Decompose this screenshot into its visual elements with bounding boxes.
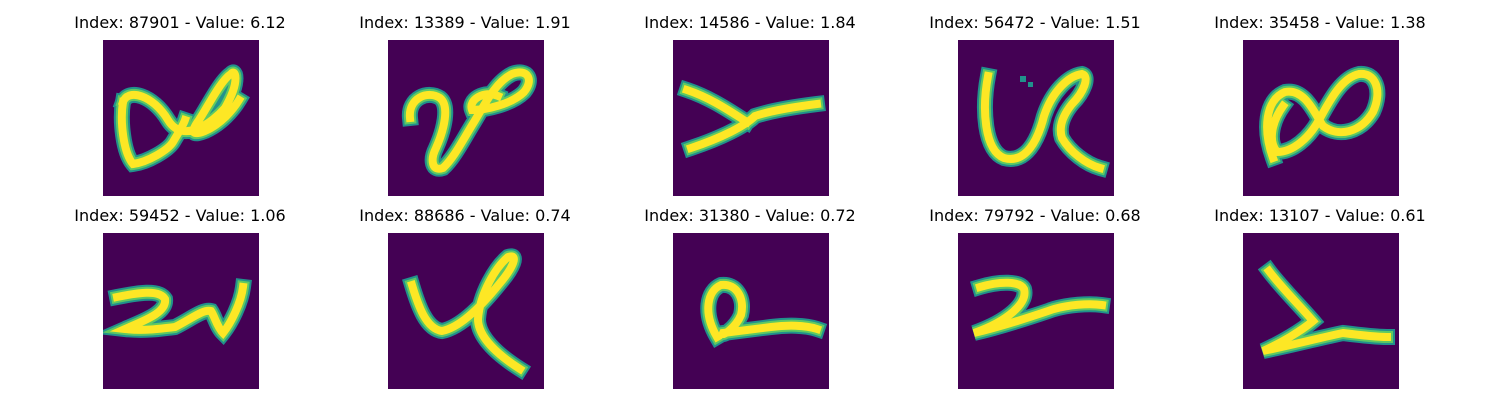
panel-title: Index: 56472 - Value: 1.51 [929,13,1141,32]
glyph-image [388,40,544,196]
glyph-stroke [685,99,822,154]
glyph-stroke [117,68,245,138]
panel-title: Index: 88686 - Value: 0.74 [359,206,571,225]
glyph-image [103,233,259,389]
glyph-image [673,233,829,389]
glyph-stroke [972,278,1107,337]
image-panel-4: Index: 56472 - Value: 1.51 [925,10,1145,196]
panel-title: Index: 79792 - Value: 0.68 [929,206,1141,225]
glyph-image [958,233,1114,389]
glyph-stroke [981,69,1105,173]
glyph-image [103,40,259,196]
image-panel-6: Index: 59452 - Value: 1.06 [70,203,290,389]
glyph-image [388,233,544,389]
glyph-stroke [704,280,823,343]
glyph-stroke [405,68,533,173]
panel-title: Index: 35458 - Value: 1.38 [1214,13,1426,32]
panel-title: Index: 87901 - Value: 6.12 [74,13,286,32]
panel-title: Index: 13107 - Value: 0.61 [1214,206,1426,225]
glyph-image [673,40,829,196]
panel-title: Index: 14586 - Value: 1.84 [644,13,856,32]
image-panel-9: Index: 79792 - Value: 0.68 [925,203,1145,389]
image-panel-5: Index: 35458 - Value: 1.38 [1210,10,1430,196]
glyph-stroke [1263,69,1382,164]
image-panel-7: Index: 88686 - Value: 0.74 [355,203,575,389]
glyph-image [1243,233,1399,389]
image-panel-8: Index: 31380 - Value: 0.72 [640,203,860,389]
image-panel-2: Index: 13389 - Value: 1.91 [355,10,575,196]
glyph-stroke [681,84,753,128]
image-panel-3: Index: 14586 - Value: 1.84 [640,10,860,196]
glyph-stroke [117,97,191,169]
glyph-image [1243,40,1399,196]
panel-title: Index: 31380 - Value: 0.72 [644,206,856,225]
panel-title: Index: 59452 - Value: 1.06 [74,206,286,225]
glyph-image [958,40,1114,196]
image-panel-1: Index: 87901 - Value: 6.12 [70,10,290,196]
glyph-stroke [407,252,526,375]
glyph-stroke [109,282,248,339]
image-panel-10: Index: 13107 - Value: 0.61 [1210,203,1430,389]
panel-title: Index: 13389 - Value: 1.91 [359,13,571,32]
glyph-stroke [1261,265,1392,355]
